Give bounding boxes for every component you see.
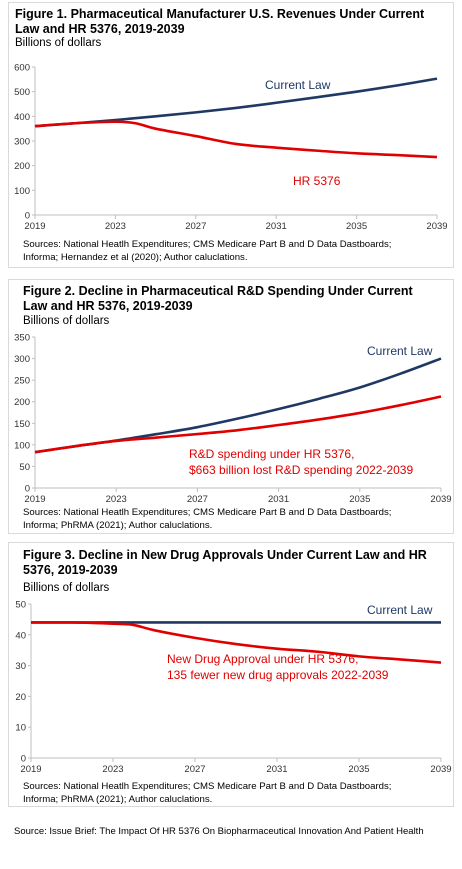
figure-2-panel: Figure 2. Decline in Pharmaceutical R&D … (8, 279, 454, 534)
annotation-hr-5376: $663 billion lost R&D spending 2022-2039 (189, 463, 413, 477)
y-tick-label: 200 (14, 161, 30, 172)
x-tick-label: 2023 (102, 764, 123, 775)
y-tick-label: 0 (25, 484, 30, 495)
figure-3-chart: 0 10 20 30 40 50 2019 2023 2027 2031 2035 2039 Curre… (15, 600, 451, 776)
y-tick-label: 10 (15, 723, 26, 734)
x-tick-label: 2027 (187, 494, 208, 505)
figure-3-y-axis-label: Billions of dollars (23, 582, 110, 594)
series-line-hr-5376 (30, 621, 442, 664)
figure-3-title-line-1: Figure 3. Decline in New Drug Approvals … (23, 548, 427, 562)
x-tick-label: 2031 (268, 494, 289, 505)
y-tick-label: 0 (25, 211, 30, 222)
figure-1-title: Figure 1. Pharmaceutical Manufacturer U.… (15, 7, 424, 37)
figure-2-title: Figure 2. Decline in Pharmaceutical R&D … (23, 284, 413, 314)
figure-1-sources-line-1: Sources: National Heatlh Expenditures; C… (23, 239, 392, 250)
figure-1-panel: Figure 1. Pharmaceutical Manufacturer U.… (8, 2, 454, 268)
x-tick-label: 2027 (184, 764, 205, 775)
x-tick-label: 2039 (430, 494, 451, 505)
series-line-hr-5376 (34, 120, 438, 159)
series-line-current-law (34, 357, 442, 454)
figure-2-sources-line-2: Informa; PhRMA (2021); Author caluclatio… (23, 519, 213, 531)
footer-source-note: Source: Issue Brief: The Impact Of HR 53… (14, 826, 424, 837)
y-tick-label: 50 (19, 462, 30, 473)
y-tick-label: 400 (14, 112, 30, 123)
annotation-hr-5376: R&D spending under HR 5376, (189, 447, 354, 461)
figure-1-title-line-2: Law and HR 5376, 2019-2039 (15, 22, 185, 36)
figure-1-chart: 0 100 200 300 400 500 600 2019 2023 2027 2031 2035 2… (14, 63, 447, 233)
figure-1-title-line-1: Figure 1. Pharmaceutical Manufacturer U.… (15, 7, 425, 21)
x-tick-label: 2019 (20, 764, 41, 775)
annotation-hr-5376: 135 fewer new drug approvals 2022-2039 (167, 668, 389, 682)
x-tick-label: 2031 (266, 221, 287, 232)
figure-2-chart: 0 50 100 150 200 250 300 350 2019 2023 2027 2031 203… (14, 333, 451, 506)
figure-3-sources: Sources: National Heatlh Expenditures; C… (23, 781, 391, 806)
figure-2-title-line-2: Law and HR 5376, 2019-2039 (23, 299, 193, 313)
figure-3-title: Figure 3. Decline in New Drug Approvals … (23, 548, 427, 578)
y-tick-label: 300 (14, 354, 30, 365)
figure-3-title-line-2: 5376, 2019-2039 (23, 563, 118, 577)
annotation-current-law: Current Law (367, 603, 433, 617)
y-tick-label: 100 (14, 440, 30, 451)
x-tick-label: 2035 (346, 221, 367, 232)
figure-1-sources: Sources: National Heatlh Expenditures; C… (23, 239, 391, 264)
y-tick-label: 300 (14, 137, 30, 148)
x-tick-label: 2023 (105, 221, 126, 232)
y-tick-label: 0 (21, 754, 26, 765)
y-tick-label: 150 (14, 419, 30, 430)
figure-2-sources: Sources: National Heatlh Expenditures; C… (23, 507, 391, 532)
x-tick-label: 2039 (426, 221, 447, 232)
y-tick-label: 40 (15, 630, 26, 641)
figure-2-title-line-1: Figure 2. Decline in Pharmaceutical R&D … (23, 284, 413, 298)
y-tick-label: 200 (14, 397, 30, 408)
y-tick-label: 500 (14, 87, 30, 98)
figure-3-sources-line-1: Sources: National Heatlh Expenditures; C… (23, 781, 392, 792)
y-tick-label: 250 (14, 376, 30, 387)
figure-2-sources-line-1: Sources: National Heatlh Expenditures; C… (23, 507, 392, 518)
annotation-hr-5376: HR 5376 (293, 174, 341, 188)
x-tick-label: 2019 (24, 494, 45, 505)
y-tick-label: 600 (14, 63, 30, 74)
figure-1-y-axis-label: Billions of dollars (15, 37, 102, 49)
y-tick-label: 20 (15, 692, 26, 703)
figure-2-y-axis-label: Billions of dollars (23, 315, 110, 327)
x-tick-label: 2035 (349, 494, 370, 505)
x-tick-label: 2027 (185, 221, 206, 232)
series-line-hr-5376 (34, 395, 442, 454)
y-tick-label: 30 (15, 661, 26, 672)
y-tick-label: 100 (14, 186, 30, 197)
x-tick-label: 2035 (348, 764, 369, 775)
series-line-current-law (34, 77, 438, 128)
y-tick-label: 50 (15, 600, 26, 611)
annotation-current-law: Current Law (265, 78, 331, 92)
x-tick-label: 2023 (106, 494, 127, 505)
figure-1-sources-line-2: Informa; Hernandez et al (2020); Author … (23, 251, 248, 263)
x-tick-label: 2031 (266, 764, 287, 775)
y-tick-label: 350 (14, 333, 30, 344)
figure-3-panel: Figure 3. Decline in New Drug Approvals … (8, 542, 454, 807)
figure-3-sources-line-2: Informa; PhRMA (2021); Author caluclatio… (23, 793, 213, 805)
annotation-current-law: Current Law (367, 344, 433, 358)
x-tick-label: 2019 (24, 221, 45, 232)
x-tick-label: 2039 (430, 764, 451, 775)
annotation-hr-5376: New Drug Approval under HR 5376, (167, 652, 358, 666)
